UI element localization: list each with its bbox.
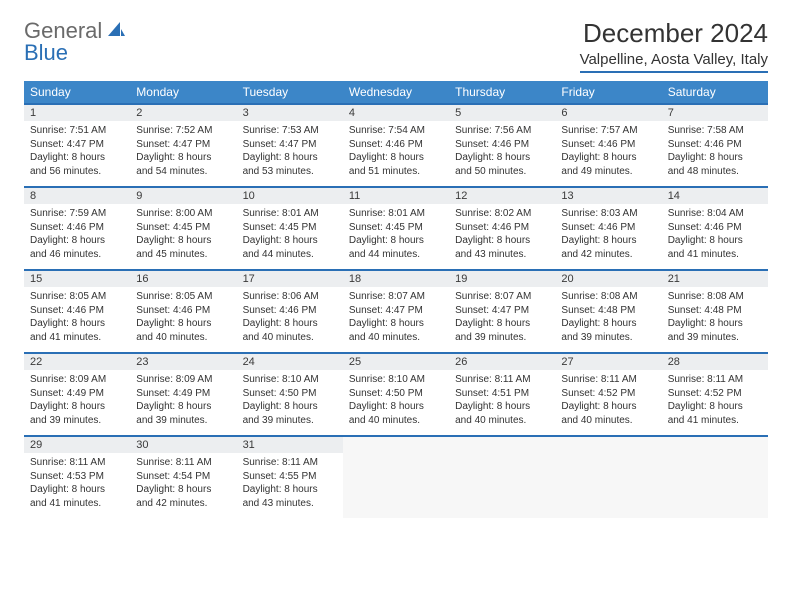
day-number: 20 xyxy=(555,270,661,287)
day-details xyxy=(343,453,449,518)
day-number: 15 xyxy=(24,270,130,287)
day-number xyxy=(662,436,768,453)
day-number xyxy=(449,436,555,453)
day-details: Sunrise: 8:05 AMSunset: 4:46 PMDaylight:… xyxy=(24,287,130,353)
day-details xyxy=(449,453,555,518)
day-number: 9 xyxy=(130,187,236,204)
day-number: 2 xyxy=(130,104,236,121)
day-details: Sunrise: 7:54 AMSunset: 4:46 PMDaylight:… xyxy=(343,121,449,187)
day-number: 29 xyxy=(24,436,130,453)
day-number: 12 xyxy=(449,187,555,204)
day-details: Sunrise: 8:02 AMSunset: 4:46 PMDaylight:… xyxy=(449,204,555,270)
day-details: Sunrise: 8:11 AMSunset: 4:55 PMDaylight:… xyxy=(237,453,343,518)
day-details: Sunrise: 8:09 AMSunset: 4:49 PMDaylight:… xyxy=(130,370,236,436)
day-number: 21 xyxy=(662,270,768,287)
day-number: 26 xyxy=(449,353,555,370)
day-details: Sunrise: 8:11 AMSunset: 4:54 PMDaylight:… xyxy=(130,453,236,518)
month-title: December 2024 xyxy=(580,18,768,49)
weekday-header: Tuesday xyxy=(237,81,343,104)
day-details: Sunrise: 8:07 AMSunset: 4:47 PMDaylight:… xyxy=(343,287,449,353)
day-number: 25 xyxy=(343,353,449,370)
day-details: Sunrise: 8:04 AMSunset: 4:46 PMDaylight:… xyxy=(662,204,768,270)
day-number: 5 xyxy=(449,104,555,121)
day-number: 4 xyxy=(343,104,449,121)
day-number: 18 xyxy=(343,270,449,287)
day-details: Sunrise: 8:09 AMSunset: 4:49 PMDaylight:… xyxy=(24,370,130,436)
day-details: Sunrise: 8:01 AMSunset: 4:45 PMDaylight:… xyxy=(237,204,343,270)
day-number: 19 xyxy=(449,270,555,287)
title-block: December 2024 Valpelline, Aosta Valley, … xyxy=(580,18,768,73)
day-details: Sunrise: 8:11 AMSunset: 4:51 PMDaylight:… xyxy=(449,370,555,436)
day-details: Sunrise: 7:52 AMSunset: 4:47 PMDaylight:… xyxy=(130,121,236,187)
day-number: 27 xyxy=(555,353,661,370)
day-number: 8 xyxy=(24,187,130,204)
day-details: Sunrise: 8:11 AMSunset: 4:52 PMDaylight:… xyxy=(662,370,768,436)
day-number: 28 xyxy=(662,353,768,370)
day-details: Sunrise: 8:00 AMSunset: 4:45 PMDaylight:… xyxy=(130,204,236,270)
day-number: 13 xyxy=(555,187,661,204)
weekday-header: Wednesday xyxy=(343,81,449,104)
day-number: 7 xyxy=(662,104,768,121)
brand-part2: Blue xyxy=(24,40,68,66)
day-number: 30 xyxy=(130,436,236,453)
day-details: Sunrise: 8:08 AMSunset: 4:48 PMDaylight:… xyxy=(662,287,768,353)
weekday-header: Saturday xyxy=(662,81,768,104)
page-header: General December 2024 Valpelline, Aosta … xyxy=(24,18,768,73)
day-details xyxy=(662,453,768,518)
day-number: 31 xyxy=(237,436,343,453)
day-details: Sunrise: 8:11 AMSunset: 4:52 PMDaylight:… xyxy=(555,370,661,436)
day-details: Sunrise: 8:10 AMSunset: 4:50 PMDaylight:… xyxy=(343,370,449,436)
day-details: Sunrise: 7:57 AMSunset: 4:46 PMDaylight:… xyxy=(555,121,661,187)
day-details: Sunrise: 8:10 AMSunset: 4:50 PMDaylight:… xyxy=(237,370,343,436)
day-number: 24 xyxy=(237,353,343,370)
day-details xyxy=(555,453,661,518)
day-number xyxy=(343,436,449,453)
day-details: Sunrise: 7:59 AMSunset: 4:46 PMDaylight:… xyxy=(24,204,130,270)
day-details: Sunrise: 8:06 AMSunset: 4:46 PMDaylight:… xyxy=(237,287,343,353)
weekday-header: Friday xyxy=(555,81,661,104)
weekday-header: Monday xyxy=(130,81,236,104)
weekday-header: Thursday xyxy=(449,81,555,104)
day-number: 3 xyxy=(237,104,343,121)
day-details: Sunrise: 8:05 AMSunset: 4:46 PMDaylight:… xyxy=(130,287,236,353)
sail-icon xyxy=(106,18,126,44)
day-number: 10 xyxy=(237,187,343,204)
day-number: 23 xyxy=(130,353,236,370)
day-number: 1 xyxy=(24,104,130,121)
day-details: Sunrise: 7:56 AMSunset: 4:46 PMDaylight:… xyxy=(449,121,555,187)
day-number: 6 xyxy=(555,104,661,121)
day-details: Sunrise: 7:51 AMSunset: 4:47 PMDaylight:… xyxy=(24,121,130,187)
day-details: Sunrise: 8:11 AMSunset: 4:53 PMDaylight:… xyxy=(24,453,130,518)
day-details: Sunrise: 8:08 AMSunset: 4:48 PMDaylight:… xyxy=(555,287,661,353)
day-details: Sunrise: 7:53 AMSunset: 4:47 PMDaylight:… xyxy=(237,121,343,187)
location-text: Valpelline, Aosta Valley, Italy xyxy=(580,51,768,73)
day-number: 11 xyxy=(343,187,449,204)
day-number: 22 xyxy=(24,353,130,370)
day-number xyxy=(555,436,661,453)
day-number: 14 xyxy=(662,187,768,204)
weekday-header: Sunday xyxy=(24,81,130,104)
calendar-table: SundayMondayTuesdayWednesdayThursdayFrid… xyxy=(24,81,768,518)
day-details: Sunrise: 8:07 AMSunset: 4:47 PMDaylight:… xyxy=(449,287,555,353)
day-number: 16 xyxy=(130,270,236,287)
day-details: Sunrise: 8:01 AMSunset: 4:45 PMDaylight:… xyxy=(343,204,449,270)
day-details: Sunrise: 7:58 AMSunset: 4:46 PMDaylight:… xyxy=(662,121,768,187)
day-details: Sunrise: 8:03 AMSunset: 4:46 PMDaylight:… xyxy=(555,204,661,270)
day-number: 17 xyxy=(237,270,343,287)
